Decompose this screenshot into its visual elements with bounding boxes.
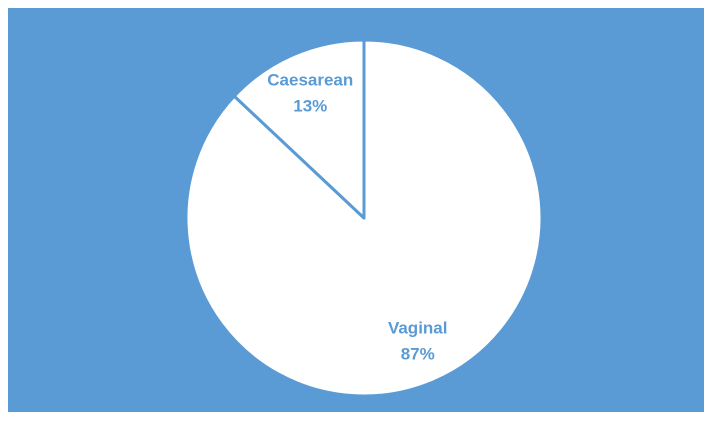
- slice-value-label: 87%: [401, 345, 435, 364]
- pie-slice: [184, 38, 544, 398]
- slice-label: Vaginal: [388, 319, 448, 338]
- pie-slice: [232, 38, 366, 220]
- slice-value-label: 13%: [293, 96, 327, 115]
- slice-label: Caesarean: [267, 70, 353, 89]
